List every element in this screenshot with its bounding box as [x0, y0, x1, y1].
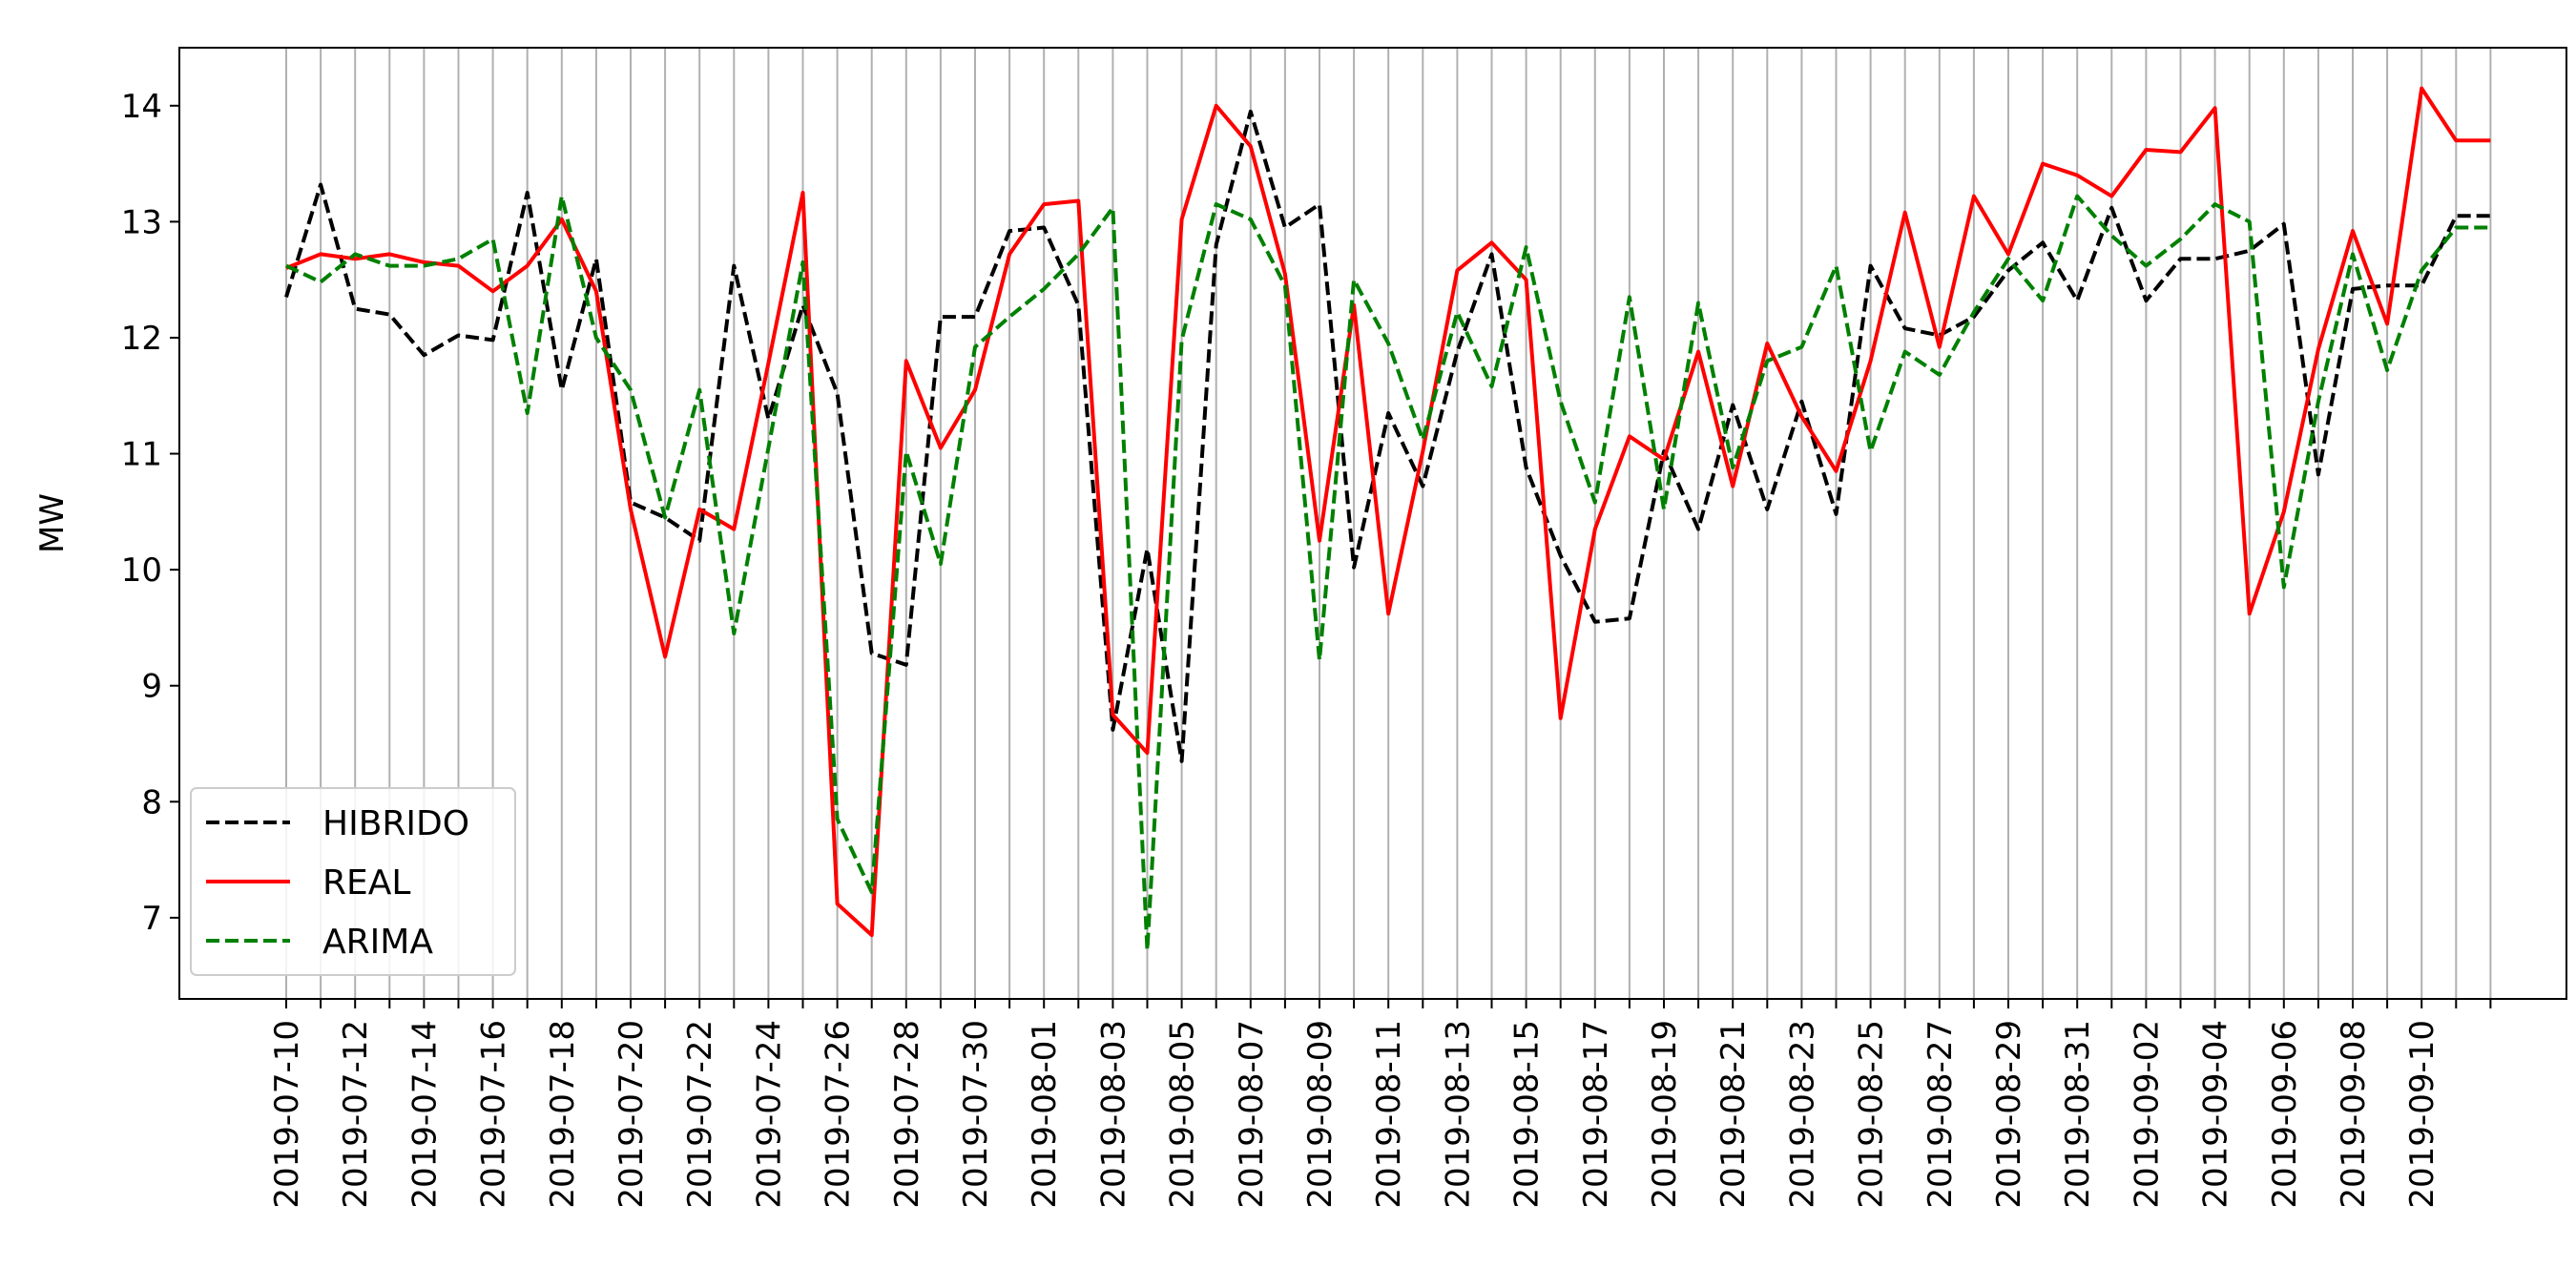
y-tick-label: 13 — [121, 203, 162, 241]
series-line-hibrido — [284, 109, 2491, 763]
x-tick-label: 2019-09-04 — [2197, 1020, 2235, 1209]
x-tick-label: 2019-08-31 — [2059, 1020, 2097, 1209]
x-tick-label: 2019-08-29 — [1990, 1020, 2028, 1209]
x-tick-label: 2019-07-22 — [681, 1020, 719, 1209]
series-layer — [284, 86, 2491, 952]
legend-label: REAL — [322, 863, 410, 903]
x-tick-label: 2019-09-06 — [2266, 1020, 2304, 1209]
y-tick-label: 11 — [121, 436, 162, 474]
x-tick-label: 2019-07-18 — [544, 1020, 582, 1209]
x-tick-label: 2019-07-28 — [888, 1020, 926, 1209]
y-tick-label: 7 — [141, 900, 162, 938]
x-tick-label: 2019-08-13 — [1439, 1020, 1477, 1209]
x-tick-label: 2019-08-03 — [1094, 1020, 1132, 1209]
x-tick-label: 2019-08-01 — [1026, 1020, 1064, 1209]
x-tick-label: 2019-09-08 — [2335, 1020, 2373, 1209]
x-tick-label: 2019-08-11 — [1370, 1020, 1408, 1209]
x-tick-label: 2019-08-15 — [1508, 1020, 1547, 1209]
x-tick-label: 2019-09-10 — [2403, 1020, 2441, 1209]
x-tick-label: 2019-08-19 — [1646, 1020, 1684, 1209]
x-axis: 2019-07-10 2019-07-12 2019-07-14 2019-07-16… — [268, 999, 2492, 1209]
x-tick-label: 2019-08-09 — [1301, 1020, 1340, 1209]
legend-label: ARIMA — [322, 923, 433, 962]
legend-label: HIBRIDO — [322, 804, 469, 843]
plot-area-frame — [178, 47, 2567, 1000]
x-tick-label: 2019-08-05 — [1164, 1020, 1202, 1209]
y-tick-label: 12 — [121, 320, 162, 358]
x-tick-label: 2019-08-27 — [1922, 1020, 1960, 1209]
x-tick-label: 2019-07-16 — [475, 1020, 513, 1209]
y-tick-label: 14 — [121, 88, 162, 126]
y-axis: 7 8 9 10 11 12 13 14 — [121, 88, 179, 938]
grid-lines — [285, 48, 2492, 999]
y-tick-label: 9 — [141, 668, 162, 706]
x-tick-label: 2019-08-25 — [1853, 1020, 1891, 1209]
x-tick-label: 2019-07-20 — [613, 1020, 651, 1209]
x-tick-label: 2019-08-07 — [1233, 1020, 1271, 1209]
x-tick-label: 2019-07-26 — [820, 1020, 858, 1209]
x-tick-label: 2019-07-12 — [337, 1020, 375, 1209]
x-tick-label: 2019-07-30 — [957, 1020, 995, 1209]
x-tick-label: 2019-09-02 — [2128, 1020, 2166, 1209]
legend-box — [190, 787, 516, 976]
x-tick-label: 2019-08-21 — [1714, 1020, 1753, 1209]
x-tick-label: 2019-07-14 — [405, 1020, 444, 1209]
legend: HIBRIDO REAL ARIMA — [190, 787, 516, 976]
x-tick-label: 2019-07-10 — [268, 1020, 306, 1209]
x-tick-label: 2019-08-23 — [1783, 1020, 1821, 1209]
y-axis-label: MW — [33, 493, 72, 553]
y-tick-label: 10 — [121, 551, 162, 590]
series-line-real — [285, 86, 2491, 938]
y-tick-label: 8 — [141, 783, 162, 821]
series-line-arima — [285, 194, 2491, 952]
x-tick-label: 2019-07-24 — [750, 1020, 788, 1209]
x-tick-label: 2019-08-17 — [1577, 1020, 1615, 1209]
